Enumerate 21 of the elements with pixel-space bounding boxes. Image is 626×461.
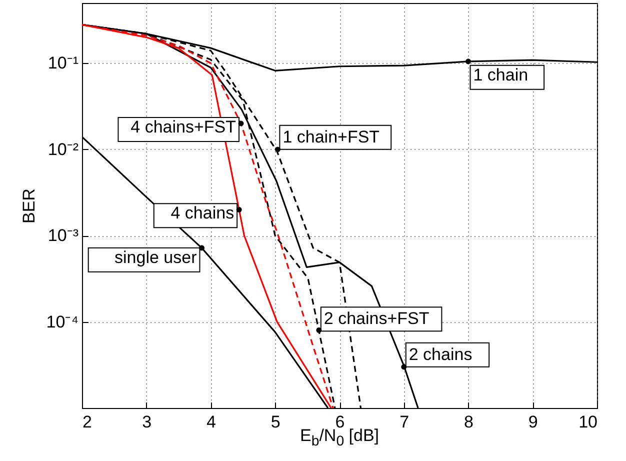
x-tick-label: 7 (400, 412, 410, 432)
x-tick-label: 5 (270, 412, 280, 432)
annotation: 2 chains (408, 344, 472, 364)
x-tick-label: 10 (578, 412, 598, 432)
x-tick-label: 6 (335, 412, 345, 432)
x-tick-label: 8 (464, 412, 474, 432)
annotation: 4 chains (170, 204, 234, 223)
annotation: 2 chains+FST (324, 309, 430, 328)
x-tick-label: 4 (206, 412, 216, 432)
y-tick-label: 10⁻¹ (48, 54, 79, 73)
x-tick-label: 3 (142, 412, 152, 432)
y-tick-label: 10⁻² (48, 140, 79, 159)
annotation: single user (114, 248, 198, 267)
annotation: 1 chain+FST (282, 127, 380, 146)
annotation: 4 chains+FST (130, 117, 236, 136)
y-tick-label: 10⁻⁴ (46, 312, 78, 332)
y-tick-label: 10⁻³ (48, 226, 79, 246)
x-tick-label: 2 (82, 412, 92, 432)
y-axis-title: BER (19, 188, 38, 224)
x-tick-label: 9 (528, 412, 538, 432)
annotation: 1 chain (473, 65, 528, 84)
